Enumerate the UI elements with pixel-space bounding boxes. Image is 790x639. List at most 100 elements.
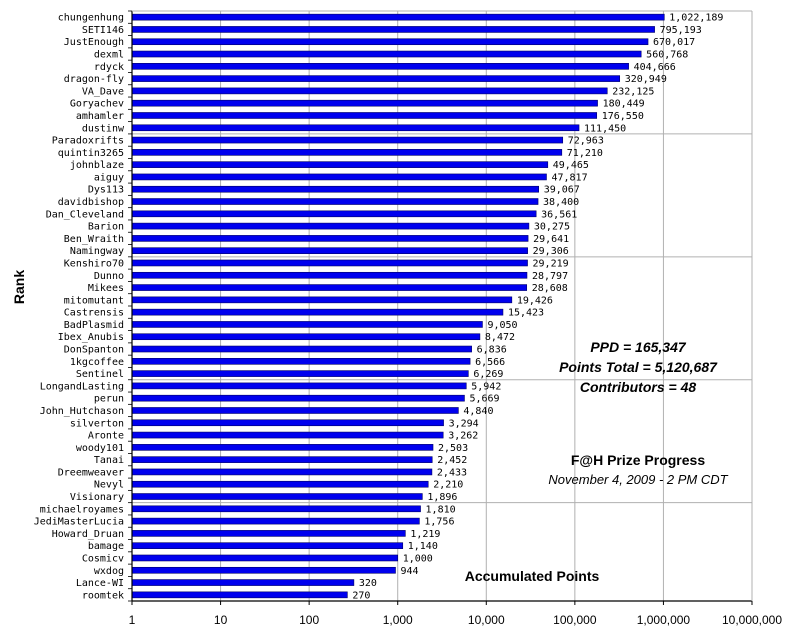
value-label: 232,125 — [612, 86, 654, 97]
bar — [131, 517, 420, 525]
category-label: michaelroyames — [40, 504, 124, 515]
bar — [131, 579, 355, 586]
value-label: 670,017 — [653, 37, 695, 48]
value-label: 6,566 — [475, 357, 505, 368]
value-label: 29,641 — [533, 234, 569, 245]
x-tick-label: 10 — [214, 613, 228, 627]
x-axis-label: Accumulated Points — [465, 568, 600, 584]
category-label: wxdog — [94, 566, 124, 577]
x-tick-label: 10,000,000 — [722, 613, 782, 627]
category-label: rdyck — [94, 62, 124, 73]
value-label: 3,262 — [448, 431, 478, 442]
value-label: 29,306 — [533, 246, 569, 257]
bar — [131, 382, 467, 390]
bar — [131, 124, 580, 132]
gridlines — [132, 11, 752, 601]
value-label: 1,140 — [408, 541, 438, 552]
chart-title: F@H Prize Progress — [571, 452, 705, 468]
value-label: 2,503 — [438, 443, 468, 454]
bar — [131, 259, 528, 267]
bar — [131, 394, 465, 402]
bar — [131, 87, 608, 95]
category-label: Aronte — [88, 431, 124, 442]
x-tick-label: 1 — [129, 613, 136, 627]
bar — [131, 173, 547, 181]
value-label: 560,768 — [646, 50, 688, 61]
value-label: 320 — [359, 578, 377, 589]
bar — [131, 296, 513, 304]
value-label: 5,669 — [469, 394, 499, 405]
value-label: 111,450 — [584, 123, 626, 134]
category-label: Sentinel — [76, 369, 124, 380]
category-label: JustEnough — [64, 37, 124, 48]
bar — [131, 149, 563, 156]
value-label: 2,433 — [437, 467, 467, 478]
value-label: 2,210 — [433, 480, 463, 491]
bar — [131, 308, 504, 316]
bar — [131, 161, 549, 168]
bar — [131, 235, 529, 242]
category-label: johnblaze — [70, 160, 124, 171]
value-label: 795,193 — [660, 25, 702, 36]
category-label: VA_Dave — [82, 86, 124, 97]
category-label: BadPlasmid — [64, 320, 124, 331]
value-label: 9,050 — [487, 320, 517, 331]
bar — [131, 185, 540, 193]
value-label: 29,219 — [533, 258, 569, 269]
category-label: Cosmicv — [82, 553, 124, 564]
category-label: 1kgcoffee — [70, 357, 124, 368]
bar — [131, 431, 444, 439]
value-label: 3,294 — [449, 418, 479, 429]
value-label: 19,426 — [517, 295, 553, 306]
bar — [131, 407, 459, 414]
bar — [131, 50, 642, 58]
bar — [131, 542, 404, 549]
category-label: roomtek — [82, 590, 124, 601]
value-label: 320,949 — [625, 74, 667, 85]
bar — [131, 345, 472, 353]
x-tick-label: 100 — [299, 613, 319, 627]
bar — [131, 284, 528, 291]
value-label: 49,465 — [553, 160, 589, 171]
x-tick-label: 100,000 — [553, 613, 597, 627]
value-label: 8,472 — [485, 332, 515, 343]
category-label: Visionary — [70, 492, 124, 503]
value-label: 1,000 — [403, 553, 433, 564]
value-label: 176,550 — [602, 111, 644, 122]
category-label: quintin3265 — [58, 148, 124, 159]
value-label: 39,067 — [544, 185, 580, 196]
bar — [131, 112, 598, 119]
category-label: SETI146 — [82, 25, 124, 36]
chart-subtitle: November 4, 2009 - 2 PM CDT — [548, 472, 728, 487]
value-label: 72,963 — [568, 136, 604, 147]
bar — [131, 530, 406, 537]
axes — [128, 10, 753, 605]
category-label: mitomutant — [64, 295, 124, 306]
value-labels: 1,022,189795,193670,017560,768404,666320… — [352, 13, 723, 602]
category-label: amhamler — [76, 111, 124, 122]
bar — [131, 75, 621, 82]
value-label: 404,666 — [634, 62, 676, 73]
category-label: Dan_Cleveland — [46, 209, 124, 220]
value-label: 1,756 — [424, 517, 454, 528]
bar — [131, 566, 396, 574]
value-label: 47,817 — [551, 172, 587, 183]
value-label: 2,452 — [437, 455, 467, 466]
value-label: 71,210 — [567, 148, 603, 159]
x-tick-labels: 1 10 100 1,000 10,000 100,000 1,000,000 10,000,… — [129, 613, 783, 627]
bar — [131, 333, 481, 341]
category-label: Kenshiro70 — [64, 258, 124, 269]
bar — [131, 63, 629, 70]
category-label: Howard_Druan — [52, 529, 124, 540]
category-label: Dys113 — [88, 185, 124, 196]
bar — [131, 210, 537, 218]
value-label: 944 — [400, 566, 418, 577]
category-label: dragon-fly — [64, 74, 124, 85]
bar — [131, 493, 423, 500]
points-total-annotation: Points Total = 5,120,687 — [559, 359, 718, 375]
category-label: Mikees — [88, 283, 124, 294]
category-label: dexml — [94, 50, 124, 61]
bar — [131, 247, 528, 254]
category-label: Goryachev — [70, 99, 124, 110]
